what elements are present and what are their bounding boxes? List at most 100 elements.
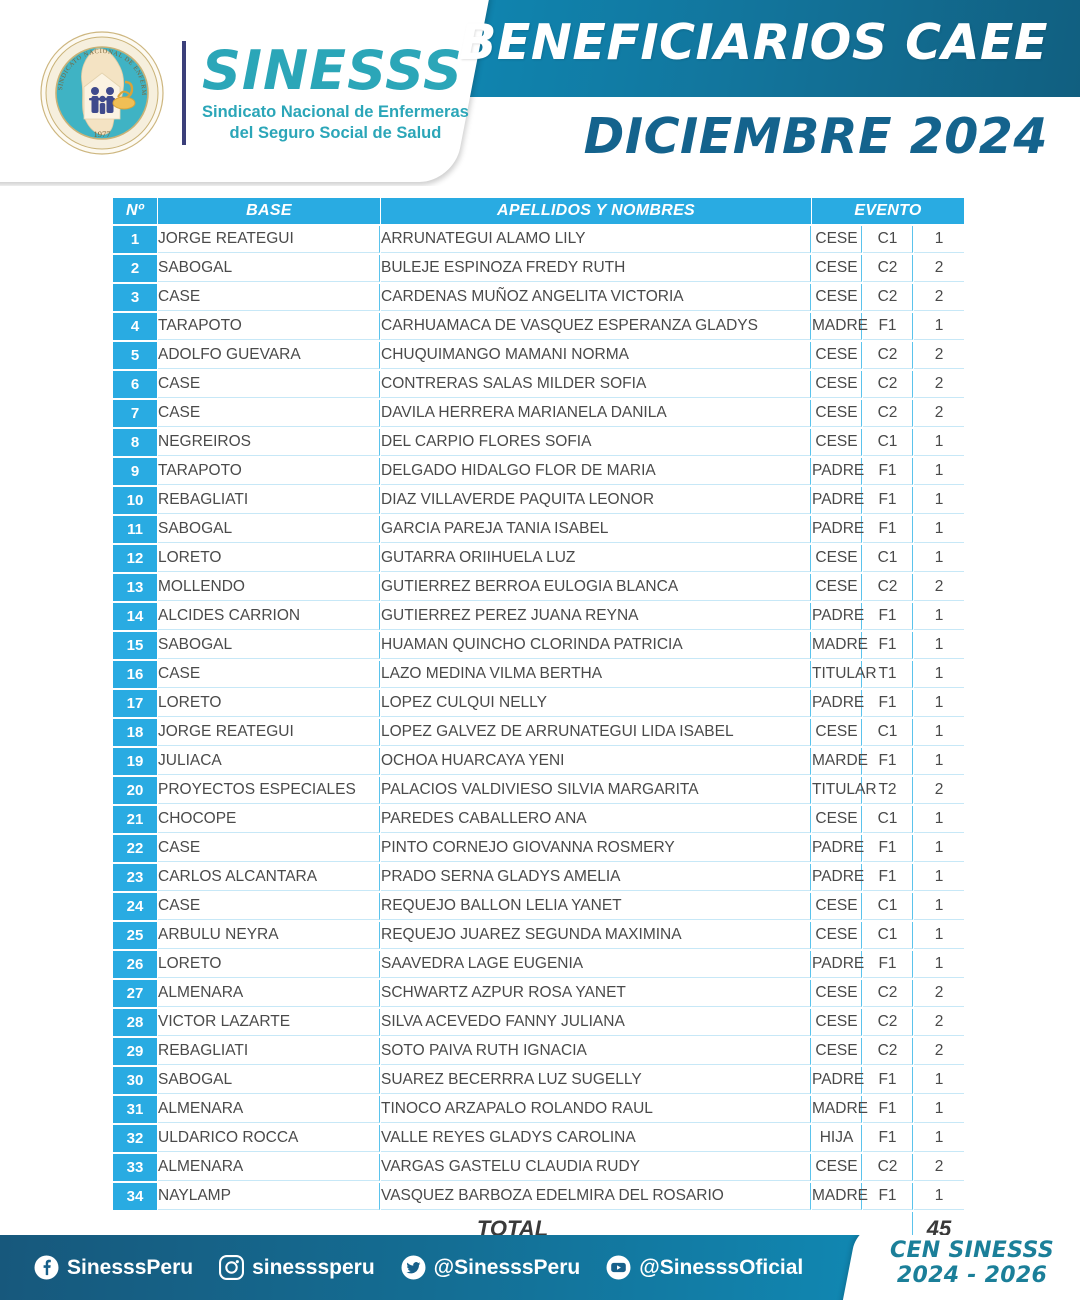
page-title-primary: BENEFICIARIOS CAEE <box>459 14 1048 71</box>
social-label: @SinesssOficial <box>639 1255 804 1279</box>
lamp-icon <box>112 80 136 110</box>
row-base: CARLOS ALCANTARA <box>158 864 380 891</box>
row-name: LAZO MEDINA VILMA BERTHA <box>381 661 811 688</box>
social-link-instagram[interactable]: sinesssperu <box>219 1255 375 1280</box>
row-name: OCHOA HUARCAYA YENI <box>381 748 811 775</box>
row-number: 10 <box>113 487 157 514</box>
table-row: 32 ULDARICO ROCCA VALLE REYES GLADYS CAROL… <box>113 1125 964 1152</box>
row-code: C1 <box>863 893 913 920</box>
row-evento: PADRE <box>812 603 864 630</box>
row-base: ALMENARA <box>158 980 380 1007</box>
row-number: 9 <box>113 458 157 485</box>
table-row: 23 CARLOS ALCANTARA PRADO SERNA GLADYS AME… <box>113 864 964 891</box>
twitter-icon <box>401 1255 426 1280</box>
row-code: F1 <box>863 748 913 775</box>
row-evento: CESE <box>812 342 862 369</box>
row-name: CARDENAS MUÑOZ ANGELITA VICTORIA <box>381 284 811 311</box>
row-name: VARGAS GASTELU CLAUDIA RUDY <box>381 1154 811 1181</box>
row-number: 11 <box>113 516 157 543</box>
row-name: SCHWARTZ AZPUR ROSA YANET <box>381 980 811 1007</box>
row-qty: 1 <box>914 545 964 572</box>
row-code: F1 <box>863 313 913 340</box>
row-code: C2 <box>863 400 913 427</box>
row-qty: 1 <box>914 1067 964 1094</box>
row-evento: CESE <box>812 1038 862 1065</box>
row-evento: CESE <box>812 429 862 456</box>
table-row: 12 LORETO GUTARRA ORIIHUELA LUZ CESE C1 1 <box>113 545 964 572</box>
seal-year-label: 1977 <box>94 129 111 139</box>
row-evento: PADRE <box>812 458 864 485</box>
row-qty: 1 <box>914 661 964 688</box>
row-code: F1 <box>863 458 913 485</box>
social-label: SinesssPeru <box>67 1255 194 1279</box>
page-header: SINDICATO NACIONAL DE ENFERMERAS DEL SEG… <box>0 0 1080 186</box>
brand-lockup: SINDICATO NACIONAL DE ENFERMERAS DEL SEG… <box>0 0 470 186</box>
table-head: Nº BASE APELLIDOS Y NOMBRES EVENTO <box>113 198 964 224</box>
row-evento: MADRE <box>812 632 868 659</box>
social-link-facebook[interactable]: SinesssPeru <box>34 1255 193 1280</box>
row-qty: 2 <box>914 574 964 601</box>
row-evento: MADRE <box>812 1183 868 1210</box>
row-number: 28 <box>113 1009 157 1036</box>
row-code: F1 <box>863 1067 913 1094</box>
beneficiaries-table-container: Nº BASE APELLIDOS Y NOMBRES EVENTO 1 JORG… <box>112 196 964 1249</box>
row-qty: 1 <box>914 226 964 253</box>
row-number: 18 <box>113 719 157 746</box>
social-link-youtube[interactable]: @SinesssOficial <box>606 1255 803 1280</box>
row-evento: CESE <box>812 226 862 253</box>
table-row: 21 CHOCOPE PAREDES CABALLERO ANA CESE C1 1 <box>113 806 964 833</box>
row-qty: 1 <box>914 893 964 920</box>
row-code: C1 <box>863 545 913 572</box>
row-code: C2 <box>863 1154 913 1181</box>
row-evento: MADRE <box>812 313 868 340</box>
row-number: 8 <box>113 429 157 456</box>
table-header-row: Nº BASE APELLIDOS Y NOMBRES EVENTO <box>113 198 964 224</box>
row-code: C2 <box>863 342 913 369</box>
row-name: SILVA ACEVEDO FANNY JULIANA <box>381 1009 811 1036</box>
table-row: 18 JORGE REATEGUI LOPEZ GALVEZ DE ARRUNATE… <box>113 719 964 746</box>
row-number: 17 <box>113 690 157 717</box>
row-name: CHUQUIMANGO MAMANI NORMA <box>381 342 811 369</box>
row-name: CARHUAMACA DE VASQUEZ ESPERANZA GLADYS <box>381 313 811 340</box>
row-qty: 2 <box>914 342 964 369</box>
row-base: CASE <box>158 400 380 427</box>
row-base: JORGE REATEGUI <box>158 719 380 746</box>
row-code: F1 <box>863 864 913 891</box>
row-qty: 2 <box>914 980 964 1007</box>
table-row: 2 SABOGAL BULEJE ESPINOZA FREDY RUTH CESE C2… <box>113 255 964 282</box>
table-row: 28 VICTOR LAZARTE SILVA ACEVEDO FANNY JULI… <box>113 1009 964 1036</box>
row-number: 20 <box>113 777 157 804</box>
social-label: @SinesssPeru <box>433 1255 581 1279</box>
row-number: 23 <box>113 864 157 891</box>
table-row: 31 ALMENARA TINOCO ARZAPALO ROLANDO RAUL MA… <box>113 1096 964 1123</box>
row-base: ALCIDES CARRION <box>158 603 380 630</box>
row-qty: 1 <box>914 632 964 659</box>
row-qty: 2 <box>914 777 964 804</box>
row-code: F1 <box>863 951 913 978</box>
social-label: sinesssperu <box>252 1255 375 1279</box>
row-base: CASE <box>158 661 380 688</box>
row-base: SABOGAL <box>158 516 380 543</box>
table-row: 10 REBAGLIATI DIAZ VILLAVERDE PAQUITA LEON… <box>113 487 964 514</box>
table-row: 17 LORETO LOPEZ CULQUI NELLY PADRE F1 1 <box>113 690 964 717</box>
row-evento: CESE <box>812 284 862 311</box>
row-number: 32 <box>113 1125 157 1152</box>
row-qty: 1 <box>914 719 964 746</box>
row-number: 13 <box>113 574 157 601</box>
row-number: 21 <box>113 806 157 833</box>
row-evento: CESE <box>812 922 862 949</box>
row-base: LORETO <box>158 545 380 572</box>
row-evento: CESE <box>812 893 862 920</box>
row-number: 31 <box>113 1096 157 1123</box>
table-row: 14 ALCIDES CARRION GUTIERREZ PEREZ JUANA R… <box>113 603 964 630</box>
row-qty: 1 <box>914 487 964 514</box>
row-qty: 2 <box>914 284 964 311</box>
row-code: F1 <box>863 632 913 659</box>
table-row: 6 CASE CONTRERAS SALAS MILDER SOFIA CESE C2 2 <box>113 371 964 398</box>
row-code: C1 <box>863 922 913 949</box>
row-name: TINOCO ARZAPALO ROLANDO RAUL <box>381 1096 811 1123</box>
sinesss-seal-logo: SINDICATO NACIONAL DE ENFERMERAS DEL SEG… <box>37 26 164 155</box>
social-link-twitter[interactable]: @SinesssPeru <box>401 1255 581 1280</box>
row-evento: PADRE <box>812 516 864 543</box>
row-base: VICTOR LAZARTE <box>158 1009 380 1036</box>
